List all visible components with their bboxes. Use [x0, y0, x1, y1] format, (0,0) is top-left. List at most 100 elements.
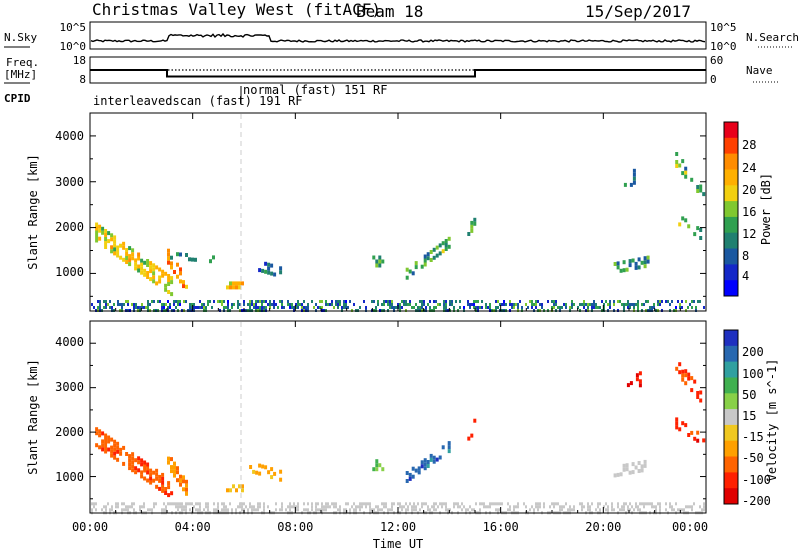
- data-cell: [113, 235, 117, 240]
- data-cell: [241, 281, 244, 286]
- data-cell: [128, 258, 132, 263]
- ground-scatter-cell: [529, 508, 531, 512]
- ground-scatter-cell: [507, 508, 509, 512]
- data-cell: [423, 262, 427, 267]
- ground-scatter-cell: [339, 303, 341, 306]
- velocity-cb-tick-200: 200: [742, 345, 764, 359]
- ground-scatter-cell: [223, 505, 225, 509]
- ground-scatter-cell: [439, 303, 441, 306]
- ground-scatter-cell: [141, 505, 143, 509]
- ground-scatter-cell: [397, 303, 399, 306]
- ground-scatter-cell: [613, 300, 615, 303]
- data-cell: [176, 274, 179, 279]
- ground-scatter-cell: [141, 306, 143, 309]
- data-cell: [693, 232, 697, 237]
- data-cell: [179, 474, 182, 479]
- ground-scatter-cell: [419, 508, 421, 512]
- ground-scatter-cell: [643, 303, 645, 306]
- ground-scatter-cell: [281, 502, 283, 506]
- data-cell: [252, 469, 256, 474]
- ground-scatter-cell: [543, 502, 545, 506]
- data-cell: [179, 271, 182, 276]
- ground-scatter-cell: [623, 505, 625, 509]
- ground-scatter-cell: [305, 306, 307, 309]
- ground-scatter-cell: [295, 505, 297, 509]
- velocity-ytick-4000: 4000: [55, 335, 84, 349]
- ground-scatter-cell: [471, 508, 473, 512]
- ground-scatter-cell: [335, 303, 337, 306]
- data-cell: [372, 255, 376, 260]
- ground-scatter-cell: [637, 300, 639, 303]
- ground-scatter-cell: [541, 306, 543, 309]
- ground-scatter-cell: [485, 505, 487, 509]
- ground-scatter-cell: [99, 300, 101, 303]
- data-cell: [426, 252, 430, 257]
- ground-scatter-cell: [95, 508, 97, 512]
- velocity-panel-frame: [89, 320, 707, 514]
- cpid-row: CPID interleavedscan (fast) 191 RF norma…: [4, 83, 388, 108]
- ground-scatter-cell: [687, 306, 689, 309]
- ground-scatter-cell: [377, 508, 379, 512]
- data-cell: [110, 453, 114, 458]
- data-cell: [158, 486, 162, 491]
- data-cell: [152, 478, 156, 483]
- ground-scatter-cell: [703, 306, 705, 309]
- ground-scatter-cell: [671, 300, 673, 303]
- ground-scatter-cell: [329, 303, 331, 306]
- ground-scatter-cell: [333, 306, 335, 309]
- data-cell: [675, 366, 679, 371]
- data-cell: [696, 430, 700, 435]
- ground-scatter-cell: [163, 502, 165, 506]
- data-cell: [146, 462, 150, 467]
- ground-scatter-cell: [633, 508, 635, 512]
- ground-scatter-cell: [235, 508, 237, 512]
- data-cell: [134, 470, 138, 475]
- ground-scatter-cell: [237, 303, 239, 306]
- data-cell: [137, 460, 141, 465]
- data-cell: [375, 467, 379, 472]
- ground-scatter-cell: [147, 508, 149, 512]
- data-cell: [378, 255, 382, 260]
- ground-scatter-cell: [409, 300, 411, 303]
- ground-scatter-cell: [551, 300, 553, 303]
- ground-scatter-cell: [291, 303, 293, 306]
- data-cell: [128, 466, 132, 471]
- ground-scatter-cell: [543, 505, 545, 509]
- ground-scatter-cell: [469, 505, 471, 509]
- ground-scatter-cell: [655, 505, 657, 509]
- ground-scatter-cell: [339, 508, 341, 512]
- ground-scatter-cell: [339, 300, 341, 303]
- ground-scatter-cell: [185, 502, 187, 506]
- ground-scatter-cell: [213, 502, 215, 506]
- ground-scatter-cell: [619, 508, 621, 512]
- data-cell: [429, 453, 433, 458]
- ground-scatter-cell: [625, 303, 627, 306]
- data-cell: [467, 232, 471, 236]
- data-cell: [167, 282, 171, 286]
- ground-scatter-cell: [357, 505, 359, 509]
- data-cell: [622, 268, 626, 273]
- data-cell: [95, 226, 99, 231]
- data-cell: [628, 263, 632, 268]
- ground-scatter-cell: [111, 508, 113, 512]
- data-cell: [173, 473, 176, 478]
- ground-scatter-cell: [411, 508, 413, 512]
- ground-scatter-cell: [561, 306, 563, 309]
- ground-scatter-cell: [491, 502, 493, 506]
- data-cell: [426, 460, 430, 464]
- ground-scatter-cell: [391, 300, 393, 303]
- freq-left-tick-bottom: 8: [79, 73, 86, 86]
- ground-scatter-cell: [321, 300, 323, 303]
- ground-scatter-cell: [99, 306, 101, 309]
- ground-scatter-cell: [679, 508, 681, 512]
- power-cb-tick-20: 20: [742, 183, 756, 197]
- ground-scatter-cell: [565, 303, 567, 306]
- data-cell: [229, 488, 232, 493]
- freq-left-label-1: Freq.: [6, 56, 39, 69]
- data-cell: [173, 270, 176, 274]
- data-cell: [411, 474, 415, 479]
- ground-scatter-cell: [259, 505, 261, 509]
- data-cell: [107, 239, 111, 244]
- ground-scatter-cell: [231, 306, 233, 309]
- ground-scatter-cell: [635, 303, 637, 306]
